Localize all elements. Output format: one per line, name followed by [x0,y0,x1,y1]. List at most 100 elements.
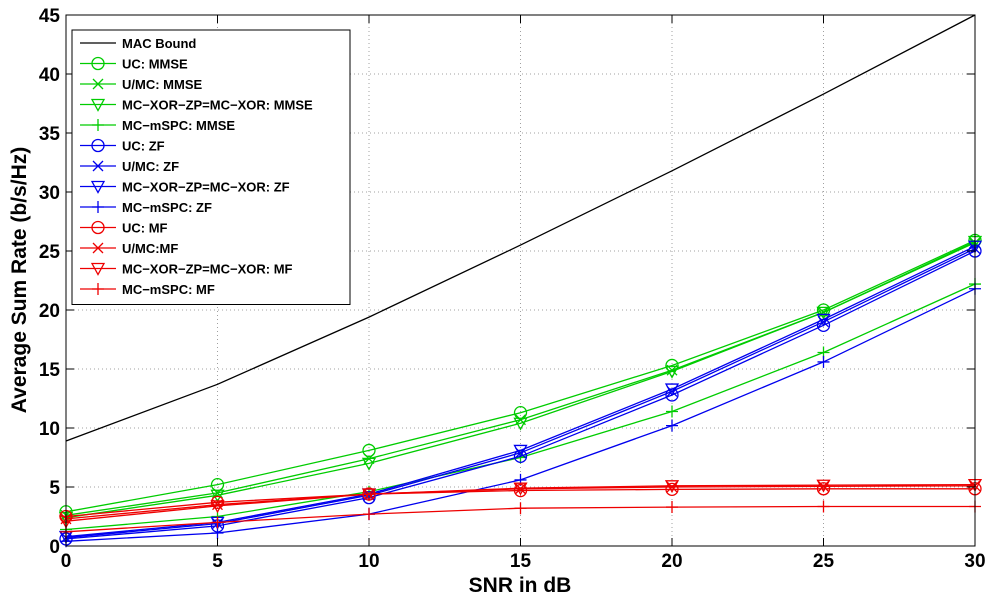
legend-label: MC−XOR−ZP=MC−XOR: MF [122,262,293,277]
data-point [816,313,831,327]
legend-marker [92,160,104,172]
legend-item: UC: MF [80,221,168,236]
data-point [666,501,678,514]
data-point [361,457,377,471]
legend-item: MC−mSPC: MF [80,282,215,297]
data-point [513,482,528,496]
legend-label: U/MC: ZF [122,159,179,174]
data-point [513,483,528,498]
legend-marker [91,138,105,153]
legend-label: UC: ZF [122,139,165,154]
data-point [816,306,831,320]
x-tick-label: 20 [661,551,682,572]
legend-label: U/MC:MF [122,241,178,256]
x-tick-label: 15 [510,551,532,572]
data-point [665,482,679,497]
y-tick-label: 10 [39,419,60,440]
series-8 [60,282,981,548]
legend-item: U/MC: ZF [80,159,179,174]
data-point [817,355,830,368]
data-point [513,444,528,458]
data-point [362,443,376,458]
data-point [816,482,831,496]
x-tick-label: 0 [61,551,72,572]
legend-item: MC−mSPC: MMSE [80,118,235,133]
legend-marker [92,242,104,254]
legend-label: MC−XOR−ZP=MC−XOR: MMSE [122,98,313,113]
data-point [664,365,680,379]
legend-item: MC−XOR−ZP=MC−XOR: MF [80,262,293,277]
y-tick-label: 45 [39,6,61,27]
legend-marker [92,78,104,90]
data-point [816,479,831,493]
data-point [514,502,527,515]
legend-label: MC−mSPC: MMSE [122,118,235,133]
data-point [817,500,830,513]
data-point [363,508,375,521]
legend-box [71,29,351,305]
legend-item: U/MC:MF [80,241,178,256]
legend-label: UC: MF [122,221,168,236]
legend-label: MAC Bound [122,36,196,51]
data-point [666,481,678,493]
legend-marker [92,283,104,295]
y-tick-label: 40 [39,65,60,86]
data-point [211,516,224,529]
series-line [65,488,975,518]
data-point [211,527,224,540]
legend-marker [92,201,104,213]
series-line [65,14,976,442]
data-point [210,500,225,514]
legend-item: MC−XOR−ZP=MC−XOR: MMSE [80,98,313,113]
legend-label: U/MC: MMSE [122,77,202,92]
legend-marker [91,56,105,71]
y-tick-label: 30 [39,183,60,204]
tick-labels: 0 5 10 15 20 25 30 0 5 10 15 20 25 30 35 40 45 [39,6,986,572]
legend-item: U/MC: MMSE [80,77,202,92]
y-tick-label: 0 [49,537,60,558]
legend-label: MC−mSPC: ZF [122,200,212,215]
y-tick-label: 35 [39,124,61,145]
x-tick-label: 25 [813,551,835,572]
legend-label: MC−mSPC: MF [122,282,215,297]
data-point [362,490,376,505]
legend-item: MC−XOR−ZP=MC−XOR: ZF [80,180,290,195]
data-point [666,405,678,418]
data-point [664,480,680,494]
y-axis-label: Average Sum Rate (b/s/Hz) [8,147,31,413]
x-axis-label: SNR in dB [469,574,572,597]
legend-marker [91,220,105,235]
series-line [65,241,976,519]
plot-series [58,14,983,548]
data-point [361,488,377,502]
legend-label: UC: MMSE [122,57,188,72]
series-11 [58,478,983,529]
data-point [513,417,528,431]
y-tick-label: 25 [39,242,61,263]
legend-marker [90,180,106,194]
legend: MAC Bound UC: MMSE U/MC: MMSE MC−XOR−ZP=MC−… [71,29,351,305]
legend-item: UC: ZF [80,139,165,154]
legend-item: MAC Bound [80,36,196,51]
x-tick-label: 5 [212,551,223,572]
data-point [210,495,225,509]
y-tick-label: 15 [39,360,61,381]
data-point [666,419,678,432]
legend-item: MC−mSPC: ZF [80,200,212,215]
legend-marker [90,98,106,112]
series-line [65,239,976,513]
legend-marker [90,262,106,276]
legend-item: UC: MMSE [80,57,188,72]
y-tick-label: 5 [49,478,60,499]
y-tick-label: 20 [39,301,60,322]
legend-marker [92,119,104,131]
data-point [664,383,680,397]
data-point [210,489,225,503]
series-line [65,483,976,522]
data-point [818,480,829,492]
legend-label: MC−XOR−ZP=MC−XOR: ZF [122,180,290,195]
series-0 [65,14,976,442]
x-tick-label: 10 [358,551,379,572]
x-tick-label: 30 [964,551,985,572]
